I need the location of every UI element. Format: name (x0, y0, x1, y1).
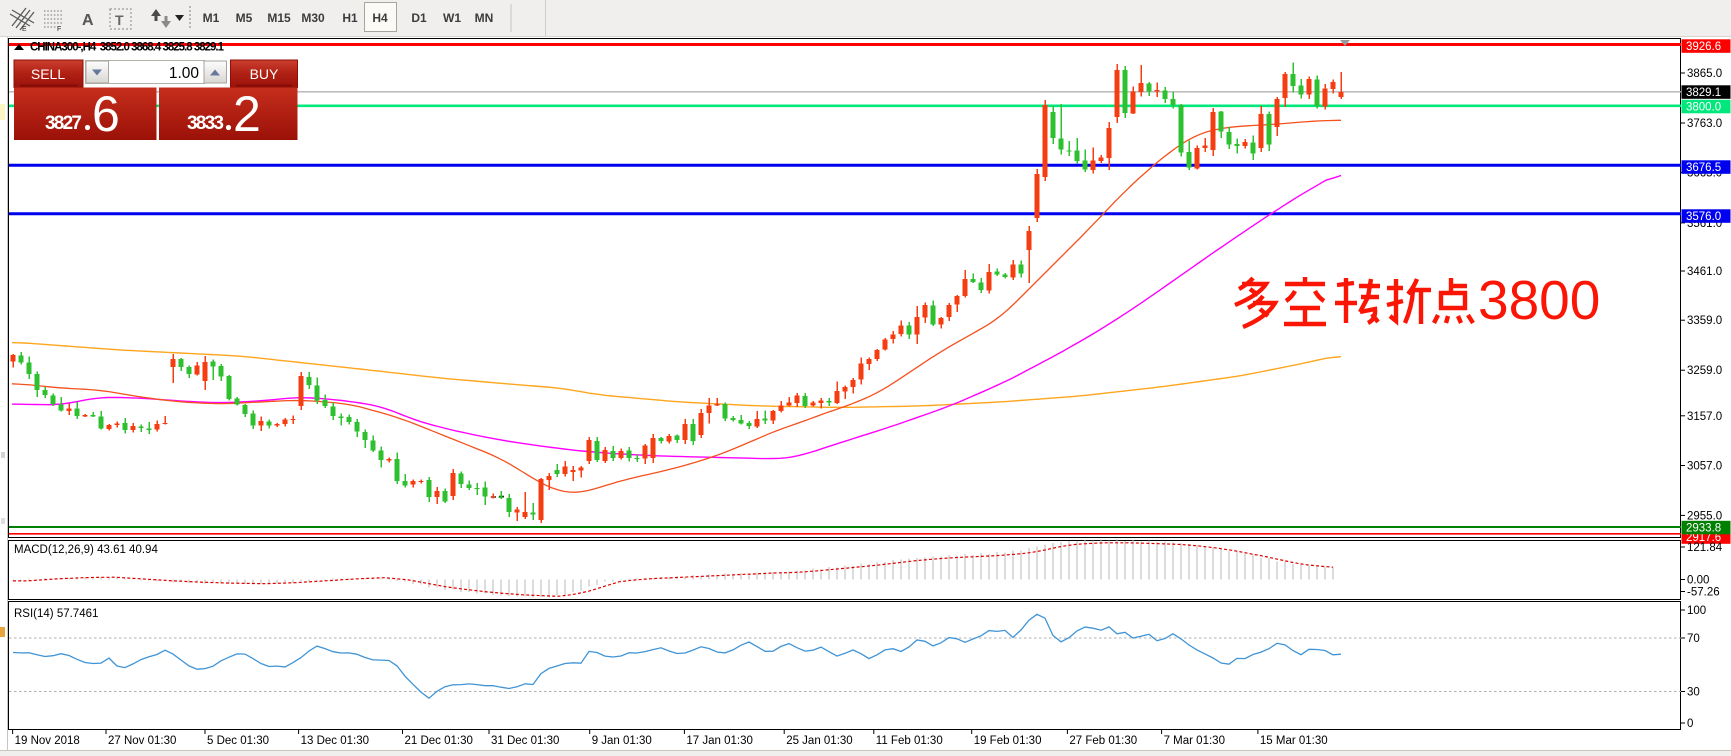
svg-text:19 Nov 2018: 19 Nov 2018 (15, 735, 80, 747)
svg-text:3926.6: 3926.6 (1686, 41, 1721, 53)
svg-text:3833: 3833 (187, 113, 224, 134)
svg-text:MACD(12,26,9) 43.61 40.94: MACD(12,26,9) 43.61 40.94 (14, 544, 158, 556)
svg-text:27 Feb 01:30: 27 Feb 01:30 (1069, 735, 1137, 747)
svg-text:A: A (82, 12, 94, 29)
svg-text:SELL: SELL (31, 66, 65, 82)
svg-text:3800: 3800 (1478, 269, 1600, 331)
svg-text:2955.0: 2955.0 (1687, 510, 1722, 522)
svg-text:70: 70 (1687, 633, 1700, 645)
svg-text:3865.0: 3865.0 (1687, 68, 1722, 80)
svg-text:W1: W1 (443, 11, 461, 25)
svg-text:F: F (57, 26, 61, 33)
svg-text:7 Mar 01:30: 7 Mar 01:30 (1164, 735, 1225, 747)
svg-text:3057.0: 3057.0 (1687, 461, 1722, 473)
svg-text:21 Dec 01:30: 21 Dec 01:30 (405, 735, 473, 747)
svg-text:3763.0: 3763.0 (1687, 118, 1722, 130)
svg-text:3827: 3827 (45, 113, 82, 134)
svg-text:H1: H1 (342, 11, 358, 25)
svg-text:100: 100 (1687, 605, 1706, 617)
svg-text:3829.1: 3829.1 (1686, 87, 1721, 99)
svg-text:31 Dec 01:30: 31 Dec 01:30 (491, 735, 559, 747)
svg-text:17 Jan 01:30: 17 Jan 01:30 (686, 735, 753, 747)
svg-text:1.00: 1.00 (169, 65, 200, 82)
svg-text:13 Dec 01:30: 13 Dec 01:30 (301, 735, 369, 747)
svg-text:RSI(14) 57.7461: RSI(14) 57.7461 (14, 608, 98, 620)
svg-text:0.00: 0.00 (1687, 575, 1709, 587)
svg-text:T: T (115, 12, 124, 28)
svg-text:11 Feb 01:30: 11 Feb 01:30 (876, 735, 943, 747)
svg-text:M5: M5 (236, 11, 253, 25)
svg-text:BUY: BUY (250, 66, 279, 82)
svg-text:30: 30 (1687, 687, 1700, 699)
svg-text:H4: H4 (372, 11, 388, 25)
svg-text:3576.0: 3576.0 (1686, 211, 1721, 223)
svg-text:D1: D1 (411, 11, 427, 25)
svg-text:-57.26: -57.26 (1687, 587, 1720, 599)
svg-text:27 Nov 01:30: 27 Nov 01:30 (108, 735, 176, 747)
svg-text:3359.0: 3359.0 (1687, 315, 1722, 327)
svg-text:19 Feb 01:30: 19 Feb 01:30 (974, 735, 1042, 747)
svg-text:2: 2 (233, 86, 261, 142)
svg-text:3800.0: 3800.0 (1686, 102, 1721, 114)
svg-text:25 Jan 01:30: 25 Jan 01:30 (786, 735, 853, 747)
svg-text:M1: M1 (203, 11, 220, 25)
svg-text:9 Jan 01:30: 9 Jan 01:30 (592, 735, 652, 747)
svg-text:3157.0: 3157.0 (1687, 411, 1722, 423)
svg-text:5 Dec 01:30: 5 Dec 01:30 (207, 735, 269, 747)
svg-text:MN: MN (475, 11, 494, 25)
svg-text:15 Mar 01:30: 15 Mar 01:30 (1260, 735, 1328, 747)
svg-text:CHINA300-,H4 3852.0 3868.4 38: CHINA300-,H4 3852.0 3868.4 3825.8 3829.1 (30, 42, 225, 54)
svg-text:2933.8: 2933.8 (1686, 523, 1721, 535)
svg-text:E: E (22, 26, 27, 33)
svg-text:2917.6: 2917.6 (1686, 532, 1721, 544)
svg-text:6: 6 (92, 86, 120, 142)
svg-text:121.84: 121.84 (1687, 542, 1723, 554)
svg-text:M15: M15 (267, 11, 291, 25)
svg-text:3259.0: 3259.0 (1687, 365, 1722, 377)
svg-text:3676.5: 3676.5 (1686, 162, 1721, 174)
svg-text:3461.0: 3461.0 (1687, 266, 1722, 278)
svg-text:M30: M30 (301, 11, 325, 25)
svg-text:0: 0 (1687, 718, 1693, 730)
